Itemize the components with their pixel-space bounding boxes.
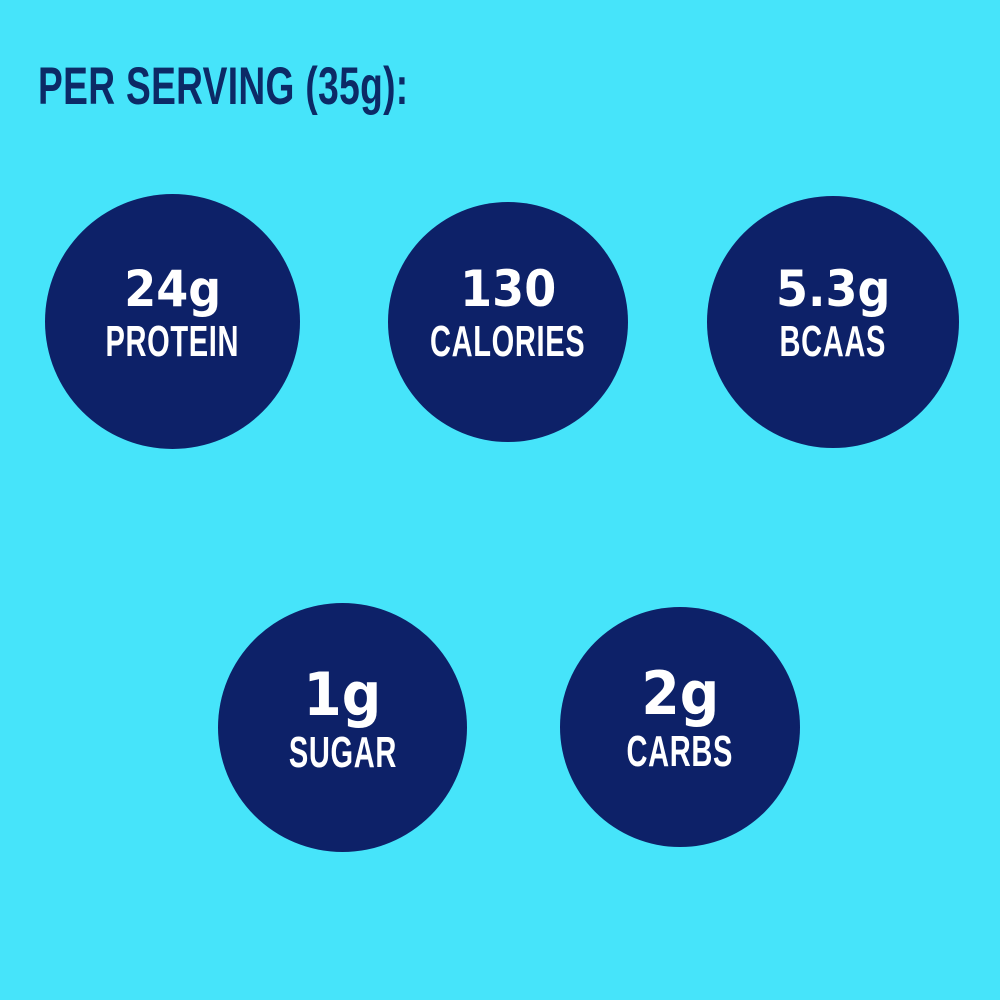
stat-circle-calories: 130 CALORIES: [388, 202, 628, 442]
carbs-label: CARBS: [626, 727, 734, 776]
page-title-text: PER SERVING (35g):: [38, 57, 409, 116]
calories-value: 130: [459, 260, 556, 318]
sugar-value: 1g: [303, 659, 382, 730]
protein-label: PROTEIN: [105, 316, 240, 366]
calories-label: CALORIES: [430, 317, 586, 366]
protein-value: 24g: [124, 259, 221, 318]
carbs-value: 2g: [641, 659, 719, 729]
stat-circle-sugar: 1g SUGAR: [218, 603, 467, 852]
stat-circle-carbs: 2g CARBS: [560, 607, 800, 847]
sugar-label: SUGAR: [288, 727, 397, 777]
stat-content-calories: 130 CALORIES: [390, 264, 625, 364]
stat-circle-protein: 24g PROTEIN: [45, 194, 300, 449]
stat-content-carbs: 2g CARBS: [599, 664, 760, 774]
bcaas-value: 5.3g: [775, 260, 891, 318]
stat-content-bcaas: 5.3g BCAAS: [752, 264, 913, 364]
page-title: PER SERVING (35g):: [38, 57, 567, 116]
stat-circle-bcaas: 5.3g BCAAS: [707, 196, 959, 448]
bcaas-label: BCAAS: [779, 317, 887, 366]
stat-content-sugar: 1g SUGAR: [261, 665, 425, 775]
stat-content-protein: 24g PROTEIN: [71, 264, 274, 364]
